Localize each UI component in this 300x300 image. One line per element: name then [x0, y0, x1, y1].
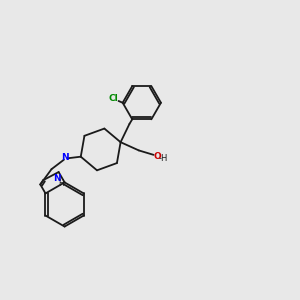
Text: H: H — [59, 179, 64, 188]
Text: N: N — [61, 153, 69, 162]
Text: -H: -H — [158, 154, 168, 163]
Text: O: O — [153, 152, 161, 161]
Text: N: N — [53, 174, 61, 183]
Text: Cl: Cl — [108, 94, 118, 103]
